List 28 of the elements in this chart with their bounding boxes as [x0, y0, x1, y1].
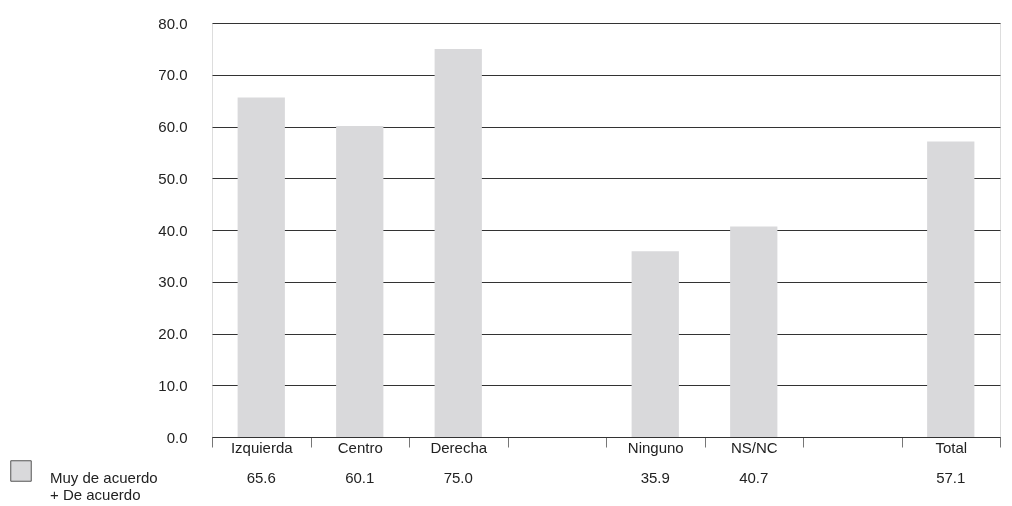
- x-tick-label: Total: [935, 438, 968, 456]
- bar: [927, 141, 975, 437]
- y-tick-label: 10.0: [158, 376, 188, 394]
- x-tick-label: Centro: [337, 438, 383, 456]
- x-tick-label: Ninguno: [627, 438, 684, 456]
- data-label: 65.6: [246, 469, 276, 486]
- bar: [631, 251, 679, 437]
- data-label: 40.7: [739, 469, 769, 486]
- x-tick-label: NS/NC: [730, 438, 778, 456]
- data-label: 75.0: [443, 469, 473, 486]
- y-tick-label: 0.0: [166, 428, 188, 446]
- bar: [434, 48, 482, 437]
- x-tick-label: Izquierda: [230, 438, 294, 456]
- legend-label: Muy de acuerdo + De acuerdo: [50, 469, 158, 503]
- bar: [730, 226, 778, 437]
- y-tick-label: 70.0: [158, 66, 188, 84]
- data-label: 57.1: [936, 469, 966, 486]
- bar: [237, 97, 285, 437]
- bar: [336, 125, 384, 437]
- y-tick-label: 80.0: [158, 14, 188, 32]
- data-label: 35.9: [640, 469, 670, 486]
- y-tick-label: 50.0: [158, 169, 188, 187]
- data-label: 60.1: [345, 469, 375, 486]
- x-tick-label: Derecha: [430, 438, 488, 456]
- y-tick-label: 40.0: [158, 221, 188, 239]
- y-tick-label: 30.0: [158, 273, 188, 291]
- y-tick-label: 20.0: [158, 325, 188, 342]
- y-tick-label: 60.0: [158, 118, 188, 135]
